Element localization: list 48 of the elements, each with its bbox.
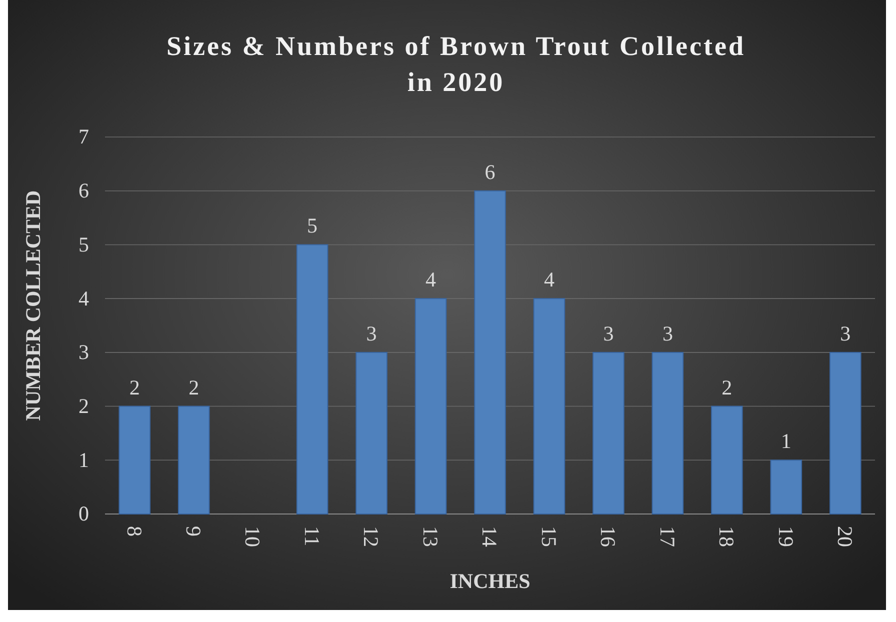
data-label: 3 xyxy=(603,321,614,346)
y-tick-label: 7 xyxy=(78,124,89,149)
data-label: 1 xyxy=(780,429,792,454)
data-label: 5 xyxy=(307,214,318,238)
y-tick-label: 6 xyxy=(78,178,89,203)
data-label: 4 xyxy=(426,268,437,292)
y-tick-label: 4 xyxy=(78,286,90,310)
bar xyxy=(652,352,684,514)
data-label: 4 xyxy=(544,268,555,292)
bar xyxy=(414,298,447,514)
x-tick-label: 8 xyxy=(122,526,146,536)
x-tick-label: 9 xyxy=(181,526,206,536)
bar xyxy=(533,298,566,514)
y-axis-title: NUMBER COLLECTED xyxy=(21,190,45,421)
bar xyxy=(474,190,506,514)
data-label: 3 xyxy=(662,321,673,346)
bar xyxy=(592,352,624,514)
x-tick-label: 18 xyxy=(714,526,739,547)
x-tick-label: 20 xyxy=(833,526,858,547)
x-tick-label: 16 xyxy=(596,526,620,547)
y-tick-label: 3 xyxy=(78,340,89,364)
bar xyxy=(356,352,388,514)
x-tick-label: 12 xyxy=(359,526,384,547)
chart-title: Sizes & Numbers of Brown Trout Collected in 2020 xyxy=(166,31,746,97)
x-tick-label: 19 xyxy=(774,526,798,547)
x-tick-label: 10 xyxy=(240,526,265,547)
data-label: 2 xyxy=(188,375,200,400)
x-tick-label: 13 xyxy=(418,526,442,547)
data-label: 2 xyxy=(722,375,732,400)
bar xyxy=(711,406,743,514)
data-label: 6 xyxy=(484,160,496,184)
y-tick-label: 2 xyxy=(78,394,89,418)
x-axis-title: INCHES xyxy=(450,569,530,593)
x-tick-label: 11 xyxy=(300,526,324,546)
bar xyxy=(296,244,328,514)
bar xyxy=(770,460,802,514)
y-tick-label: 1 xyxy=(78,448,89,472)
y-tick-label: 0 xyxy=(78,502,89,526)
bar xyxy=(829,352,862,514)
data-label: 3 xyxy=(840,321,851,346)
x-tick-label: 17 xyxy=(655,526,680,547)
y-tick-label: 5 xyxy=(78,232,89,256)
x-tick-label: 14 xyxy=(478,526,502,548)
data-label: 3 xyxy=(366,321,377,346)
bar xyxy=(178,406,210,514)
x-tick-label: 15 xyxy=(536,526,561,547)
data-label: 2 xyxy=(129,375,140,400)
bar xyxy=(118,406,151,514)
